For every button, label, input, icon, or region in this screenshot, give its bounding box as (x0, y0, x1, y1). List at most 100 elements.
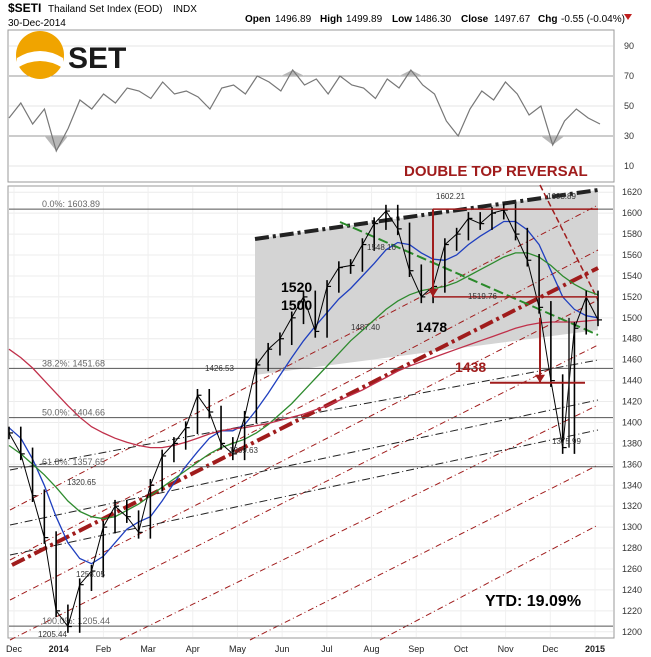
chg-value: -0.55 (-0.04%) (561, 14, 625, 25)
fib-level-label: 50.0%: 1404.66 (42, 408, 105, 418)
date-axis: Dec 2014 Feb Mar Apr May Jun Jul Aug Sep Oct Nov Dec… (6, 644, 605, 654)
logo-text: SET (68, 42, 126, 75)
date-tick-label: Feb (96, 644, 112, 654)
chart-annotation: 1205.44 (38, 630, 67, 639)
fib-level-label: 38.2%: 1451.68 (42, 358, 105, 368)
price-close-line (8, 209, 599, 628)
close-value: 1497.67 (494, 14, 531, 25)
date-tick-label: May (229, 644, 247, 654)
price-tick-label: 1620 (622, 187, 642, 197)
chart-annotation: 1369.63 (229, 446, 258, 455)
price-tick-label: 1240 (622, 585, 642, 595)
rsi-series-line (8, 68, 601, 153)
arrow-down-icon (535, 374, 545, 383)
chart-annotation: 1602.21 (436, 192, 465, 201)
chart-header: $SETI Thailand Set Index (EOD) INDX 30-D… (8, 1, 632, 29)
date-tick-label: Apr (186, 644, 200, 654)
price-tick-label: 1540 (622, 271, 642, 281)
chart-annotation: 1548.16 (367, 243, 396, 252)
chart-annotation: 1426.53 (205, 364, 234, 373)
neckline-trendline (339, 221, 599, 336)
price-tick-label: 1320 (622, 501, 642, 511)
moving-averages (8, 220, 599, 565)
date-tick-label: 2014 (49, 644, 69, 654)
down-arrow-icon (624, 14, 632, 20)
price-tick-label: 1460 (622, 355, 642, 365)
symbol-text: $SETI (8, 1, 41, 15)
rsi-tick-label: 70 (624, 71, 634, 81)
chart-annotation: 1438 (455, 359, 486, 375)
price-tick-label: 1480 (622, 334, 642, 344)
chart-annotation: 1603.89 (547, 192, 576, 201)
rsi-tick-label: 30 (624, 131, 634, 141)
price-tick-label: 1500 (622, 313, 642, 323)
fib-level-label: 61.8%: 1357.65 (42, 457, 105, 467)
date-tick-label: Aug (364, 644, 380, 654)
chart-annotation: 1500 (281, 297, 312, 313)
price-tick-label: 1440 (622, 376, 642, 386)
arrow-down-icon (428, 288, 438, 297)
channel-line (9, 204, 599, 511)
resistance-trendline (254, 188, 599, 241)
support-line (9, 429, 599, 556)
price-tick-label: 1420 (622, 397, 642, 407)
price-tick-label: 1360 (622, 459, 642, 469)
chart-annotation: 1258.05 (76, 570, 105, 579)
price-tick-label: 1560 (622, 250, 642, 260)
rsi-gridlines (9, 45, 613, 167)
date-tick-label: Jun (275, 644, 290, 654)
rsi-tick-label: 50 (624, 101, 634, 111)
date-text: 30-Dec-2014 (8, 18, 66, 29)
price-tick-label: 1380 (622, 438, 642, 448)
price-tick-label: 1260 (622, 564, 642, 574)
chart-annotation: 1520 (281, 279, 312, 295)
chart-annotation: DOUBLE TOP REVERSAL (404, 163, 588, 180)
channel-line (9, 299, 599, 601)
rsi-panel: 90 70 50 30 10 (7, 29, 634, 183)
index-name-text: Thailand Set Index (EOD) (48, 4, 163, 15)
chart-annotation: 1375.99 (552, 437, 581, 446)
moving-average-line (8, 220, 599, 565)
moving-average-line (8, 319, 599, 449)
open-label: Open (245, 14, 271, 25)
fib-level-label: 0.0%: 1603.89 (42, 199, 100, 209)
exchange-text: INDX (173, 4, 197, 15)
price-tick-label: 1400 (622, 417, 642, 427)
rsi-tick-label: 90 (624, 41, 634, 51)
high-value: 1499.89 (346, 14, 383, 25)
chart-annotation: YTD: 19.09% (485, 593, 581, 610)
moving-average-line (8, 252, 599, 520)
breakdown-line (539, 184, 599, 301)
fibonacci-levels: 0.0%: 1603.89 38.2%: 1451.68 50.0%: 1404.6… (9, 199, 613, 627)
low-label: Low (392, 14, 412, 25)
date-tick-label: Nov (498, 644, 515, 654)
rsi-line (8, 68, 601, 153)
chart-annotation: 1478 (416, 319, 447, 335)
support-line (9, 359, 599, 471)
channel-shaded-area (255, 190, 598, 375)
rsi-tick-label: 10 (624, 161, 634, 171)
high-label: High (320, 14, 342, 25)
date-tick-label: Mar (140, 644, 156, 654)
chart-annotation: 1519.76 (468, 292, 497, 301)
set-logo: SET (16, 31, 126, 79)
channel-line (379, 524, 599, 641)
date-tick-label: Sep (408, 644, 424, 654)
support-line (9, 399, 599, 526)
chg-label: Chg (538, 14, 557, 25)
date-tick-label: Dec (542, 644, 559, 654)
open-value: 1496.89 (275, 14, 312, 25)
rsi-axis: 90 70 50 30 10 (624, 41, 634, 171)
price-tick-label: 1300 (622, 522, 642, 532)
price-tick-label: 1220 (622, 606, 642, 616)
annotations: DOUBLE TOP REVERSAL YTD: 19.09% 1520 1500 14… (38, 163, 598, 639)
chart-annotation: 1320.65 (67, 478, 96, 487)
logo-wave-icon (17, 51, 63, 68)
fib-level-label: 100.0%: 1205.44 (42, 616, 110, 626)
date-tick-label: 2015 (585, 644, 605, 654)
date-tick-label: Dec (6, 644, 23, 654)
price-tick-label: 1600 (622, 208, 642, 218)
chart-annotation: 1487.40 (351, 323, 380, 332)
price-panel: 0.0%: 1603.89 38.2%: 1451.68 50.0%: 1404.6… (6, 163, 642, 654)
